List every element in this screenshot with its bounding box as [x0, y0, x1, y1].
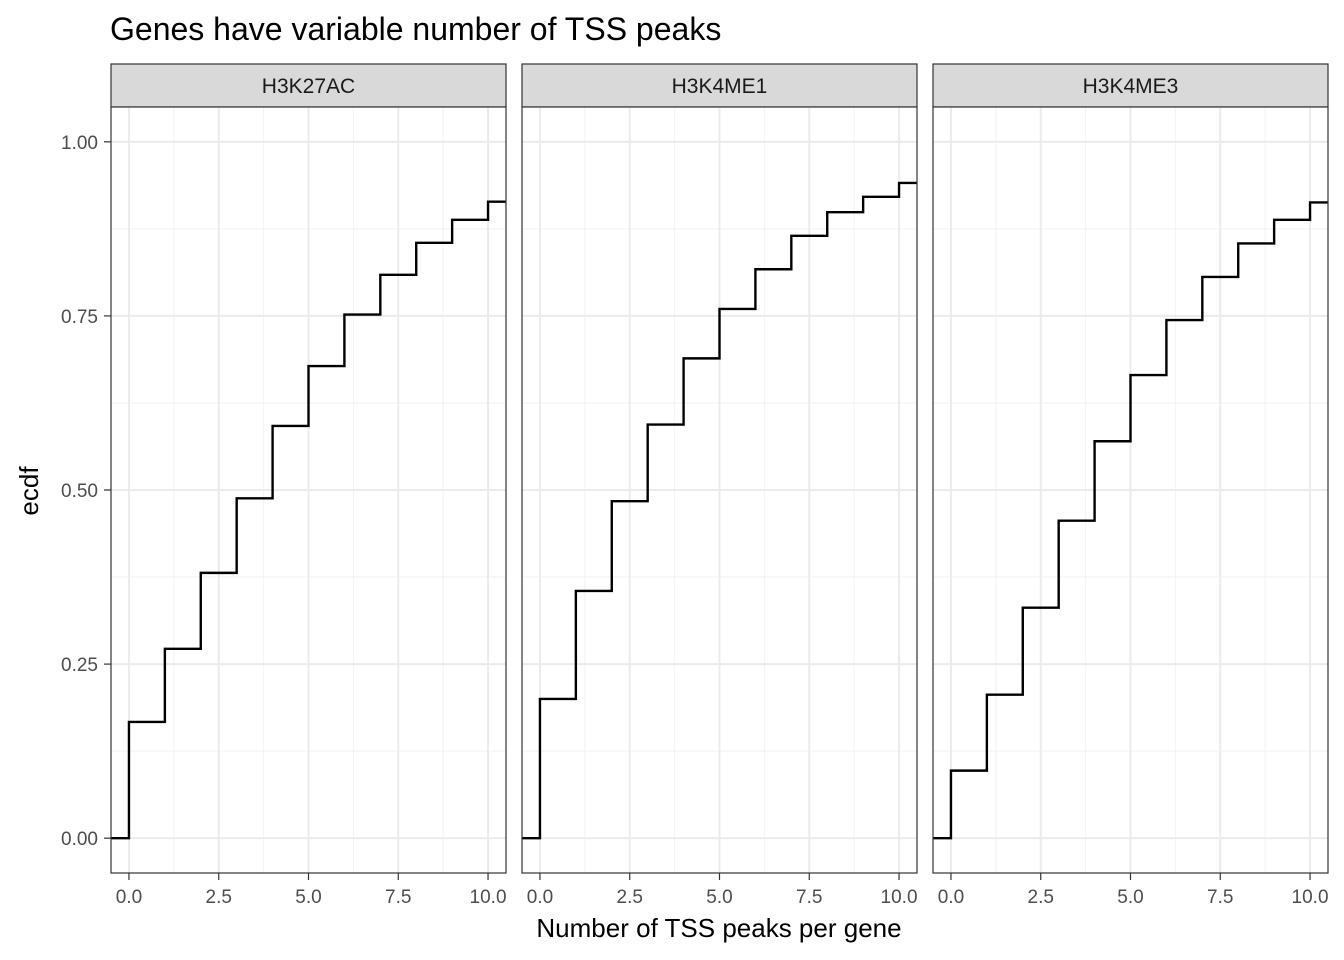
- y-tick-label: 0.50: [61, 481, 98, 502]
- x-tick-label: 7.5: [385, 887, 411, 908]
- x-tick-label: 0.0: [938, 887, 964, 908]
- x-tick-label: 0.0: [116, 887, 142, 908]
- x-tick-label: 7.5: [1207, 887, 1233, 908]
- facet-strip-label: H3K4ME1: [672, 75, 768, 98]
- ecdf-step-line: [933, 201, 1328, 840]
- facet-panel-h3k27ac: H3K27AC 0.0 2.5 5.0 7.5 10.0: [110, 63, 507, 908]
- x-tick-label: 0.0: [527, 887, 553, 908]
- x-tick-label: 5.0: [1117, 887, 1143, 908]
- x-tick-label: 10.0: [470, 887, 507, 908]
- x-tick-label: 5.0: [706, 887, 732, 908]
- x-tick-label: 7.5: [796, 887, 822, 908]
- y-tick-label: 0.75: [61, 307, 98, 328]
- x-tick-label: 2.5: [206, 887, 232, 908]
- facet-panels: H3K27AC 0.0 2.5 5.0 7.5 10.0 H3K4ME1 0.0 2.5 5.0 7…: [110, 63, 1329, 908]
- facet-strip: [110, 63, 507, 108]
- x-tick-label: 5.0: [295, 887, 321, 908]
- x-tick-label: 10.0: [1292, 887, 1329, 908]
- y-tick-label: 0.00: [61, 829, 98, 850]
- facet-strip: [521, 63, 918, 108]
- y-axis: 0.00 0.25 0.50 0.75 1.00: [61, 133, 111, 850]
- x-tick-label: 2.5: [617, 887, 643, 908]
- chart-title: Genes have variable number of TSS peaks: [110, 11, 721, 47]
- y-axis-title: ecdf: [14, 466, 44, 516]
- ecdf-step-line: [522, 181, 917, 840]
- facet-panel-h3k4me1: H3K4ME1 0.0 2.5 5.0 7.5 10.0: [521, 63, 918, 908]
- ecdf-step-line: [111, 200, 506, 840]
- facet-strip-label: H3K4ME3: [1083, 75, 1179, 98]
- x-tick-label: 10.0: [881, 887, 918, 908]
- facet-strip-label: H3K27AC: [262, 75, 355, 98]
- y-tick-label: 1.00: [61, 133, 98, 154]
- facet-panel-h3k4me3: H3K4ME3 0.0 2.5 5.0 7.5 10.0: [932, 63, 1329, 908]
- x-tick-label: 2.5: [1028, 887, 1054, 908]
- x-axis-title: Number of TSS peaks per gene: [536, 913, 901, 943]
- y-tick-label: 0.25: [61, 655, 98, 676]
